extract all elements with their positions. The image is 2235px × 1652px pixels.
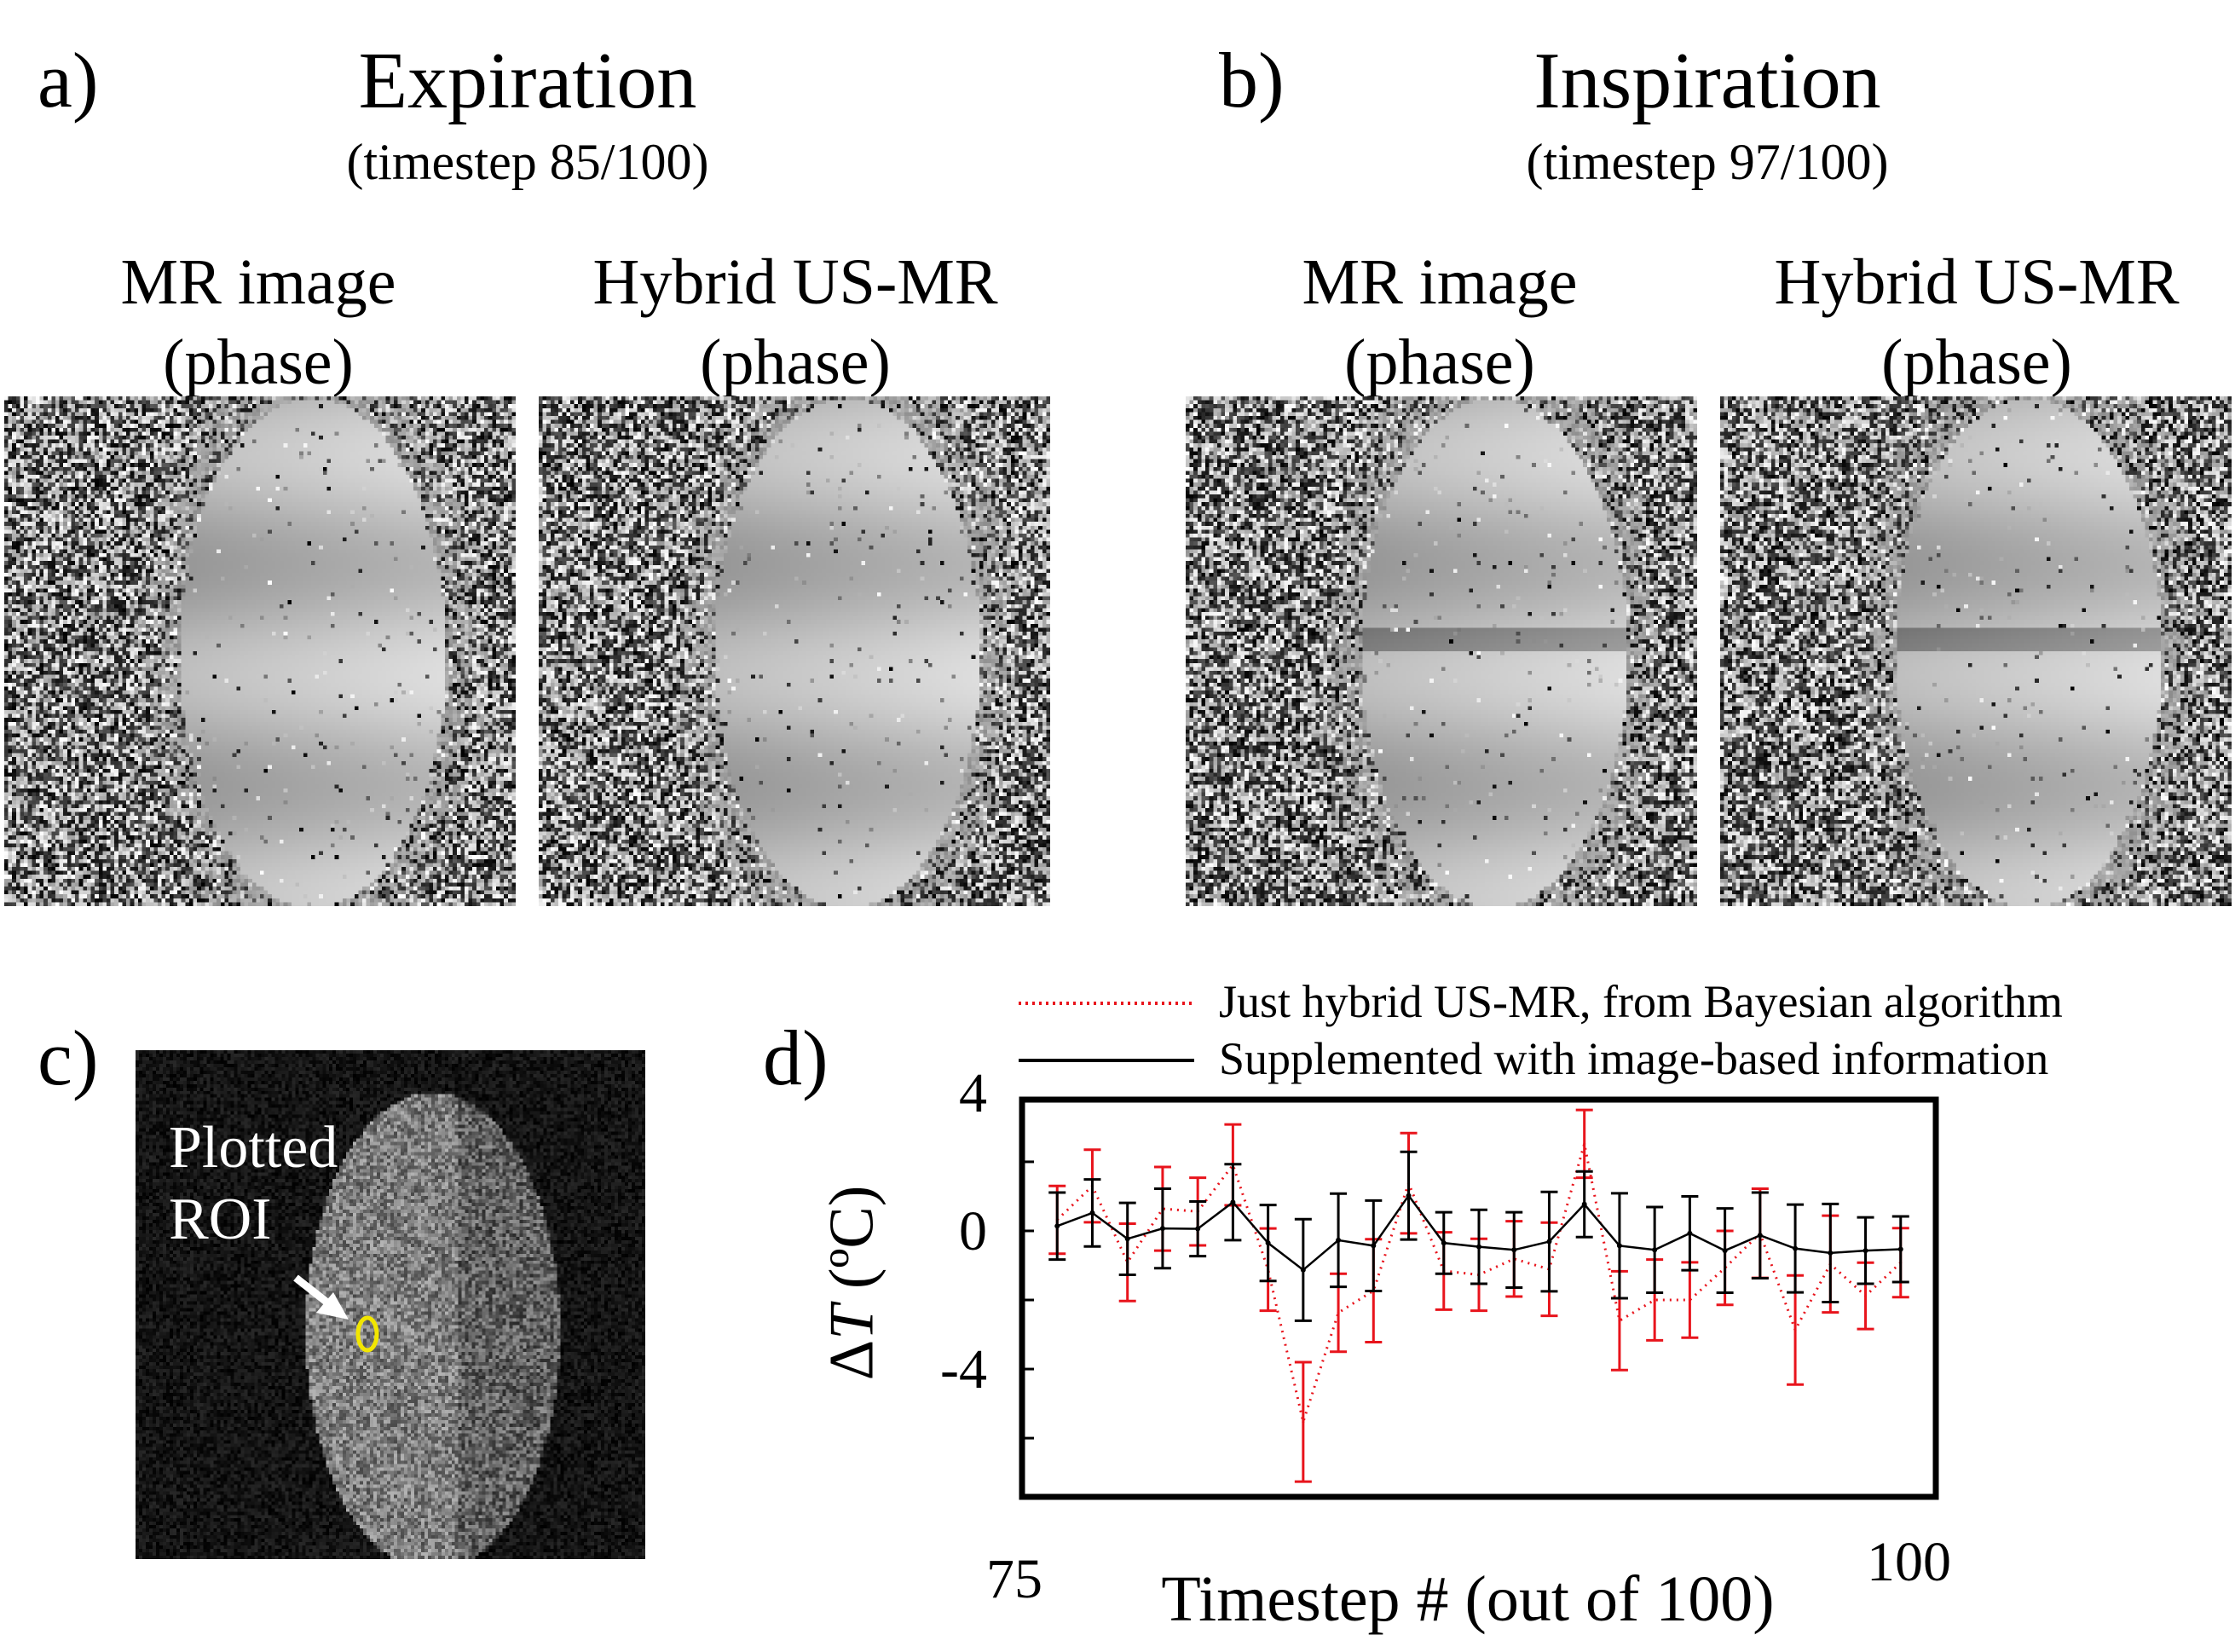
panel-d-label: d) [763,1014,829,1101]
arrow-icon [293,1274,349,1320]
caption-line1: Hybrid US-MR [1774,246,2180,318]
data-point-supplemented [1265,1240,1271,1246]
plotted-roi-annotation: Plotted ROI [169,1112,338,1256]
caption-line2: (phase) [1344,326,1535,398]
data-point-bayesian [1864,1294,1868,1297]
data-point-supplemented [1757,1233,1763,1239]
y-tick-label: 4 [959,1062,987,1124]
data-point-bayesian [1688,1298,1691,1302]
data-point-supplemented [1371,1243,1377,1249]
data-point-bayesian [1793,1328,1797,1331]
panel-b-hybrid-caption: Hybrid US-MR (phase) [1774,250,2179,395]
data-point-bayesian [1653,1298,1656,1302]
roi-marker [355,1315,379,1353]
caption-line1: MR image [120,246,396,318]
data-point-bayesian [1618,1319,1621,1322]
panel-b-mr-caption: MR image (phase) [1302,250,1578,395]
data-point-supplemented [1406,1193,1412,1199]
data-point-bayesian [1337,1311,1340,1314]
data-point-supplemented [1687,1230,1693,1236]
y-tick-label: -4 [940,1338,987,1401]
data-point-supplemented [1476,1244,1481,1250]
data-point-bayesian [1583,1142,1586,1146]
data-point-supplemented [1089,1210,1095,1216]
caption-line1: MR image [1302,246,1578,318]
roi-overlay [293,1274,379,1353]
panel-a-label: a) [38,37,99,124]
panel-a-title: Expiration [358,37,697,125]
data-point-supplemented [1300,1267,1306,1273]
panel-c-label: c) [38,1014,99,1101]
panel-a-mr-caption: MR image (phase) [121,250,396,395]
data-point-supplemented [1862,1248,1868,1254]
panel-b-title: Inspiration [1533,37,1881,125]
expiration-hybrid-phase-image [539,396,1050,906]
caption-line2: (phase) [1881,326,2072,398]
data-point-supplemented [1828,1250,1834,1256]
data-point-supplemented [1230,1199,1236,1205]
legend-swatches [1019,1002,1194,1062]
data-point-supplemented [1054,1223,1060,1229]
data-point-supplemented [1616,1243,1622,1249]
panel-b-subtitle: (timestep 97/100) [1526,134,1889,190]
data-point-supplemented [1722,1248,1728,1254]
data-point-supplemented [1124,1236,1130,1242]
y-tick-label: 0 [959,1200,987,1262]
data-point-supplemented [1511,1247,1517,1253]
annotation-line2: ROI [169,1187,272,1252]
x-tick-label-75: 75 [986,1548,1042,1610]
caption-line1: Hybrid US-MR [592,246,998,318]
data-point-supplemented [1195,1226,1201,1232]
data-point-supplemented [1793,1245,1799,1251]
data-point-supplemented [1441,1240,1447,1246]
caption-line2: (phase) [700,326,891,398]
legend-label-bayesian: Just hybrid US-MR, from Bayesian algorit… [1219,976,2063,1027]
data-point-supplemented [1652,1247,1658,1253]
x-tick-label-100: 100 [1867,1531,1951,1593]
panel-a-subtitle: (timestep 85/100) [346,134,709,190]
expiration-mr-phase-image [4,396,516,906]
plot-frame [1019,1096,1939,1500]
legend-label-supplemented: Supplemented with image-based informatio… [1219,1033,2049,1084]
data-point-supplemented [1546,1239,1552,1245]
annotation-line1: Plotted [169,1115,338,1181]
panel-a-hybrid-caption: Hybrid US-MR (phase) [592,250,997,395]
data-point-supplemented [1581,1201,1587,1207]
data-point-bayesian [1302,1420,1305,1424]
x-axis-label: Timestep # (out of 100) [1161,1563,1775,1635]
caption-line2: (phase) [163,326,354,398]
panel-b-label: b) [1219,37,1285,124]
data-point-supplemented [1159,1226,1165,1232]
inspiration-mr-phase-image [1186,396,1697,906]
magnitude-image [136,1050,645,1559]
data-point-supplemented [1897,1246,1903,1252]
data-point-supplemented [1336,1237,1342,1243]
inspiration-hybrid-phase-image [1720,396,2232,906]
